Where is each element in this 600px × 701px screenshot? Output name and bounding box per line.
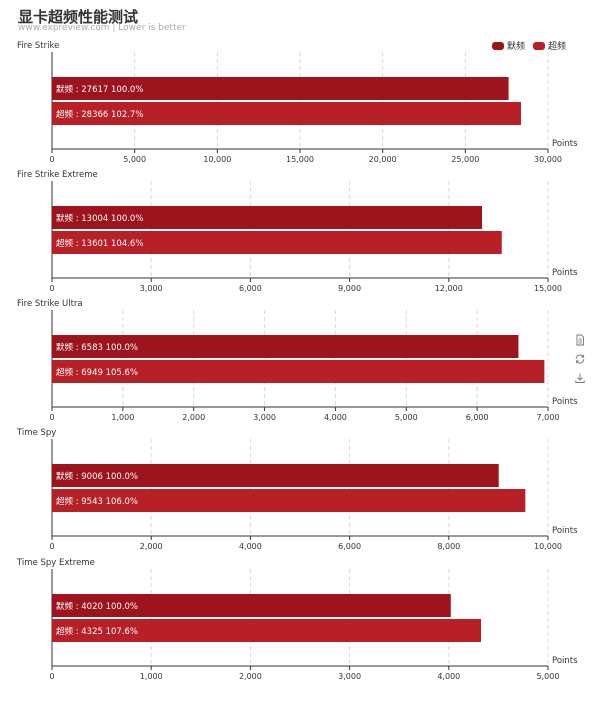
x-axis-label: Points bbox=[552, 397, 578, 407]
x-tick-label: 1,000 bbox=[140, 672, 163, 681]
legend-swatch-default bbox=[491, 41, 504, 50]
bar-label: 默频 : 9006 100.0% bbox=[56, 471, 138, 482]
x-tick-label: 0 bbox=[49, 672, 54, 681]
x-tick-label: 5,000 bbox=[123, 155, 146, 164]
bar-default bbox=[52, 335, 519, 358]
x-tick-label: 12,000 bbox=[435, 284, 463, 293]
x-axis-label: Points bbox=[552, 268, 578, 278]
x-tick-label: 0 bbox=[49, 284, 54, 293]
chart-title: Fire Strike bbox=[17, 41, 59, 51]
bar-label: 默频 : 27617 100.0% bbox=[56, 84, 143, 95]
x-tick-label: 2,000 bbox=[239, 672, 262, 681]
x-tick-label: 10,000 bbox=[534, 542, 562, 551]
x-tick-label: 5,000 bbox=[395, 413, 418, 422]
save-image-icon[interactable] bbox=[574, 372, 586, 384]
x-tick-label: 4,000 bbox=[324, 413, 347, 422]
x-tick-label: 4,000 bbox=[437, 672, 460, 681]
bar-overclock bbox=[52, 619, 482, 642]
x-tick-label: 6,000 bbox=[338, 542, 361, 551]
legend-label-overclock: 超频 bbox=[547, 42, 566, 52]
x-tick-label: 0 bbox=[49, 413, 54, 422]
bar-label: 超频 : 13601 104.6% bbox=[56, 238, 143, 249]
page-subtitle: www.expreview.com | Lower is better bbox=[18, 23, 186, 33]
data-view-icon[interactable] bbox=[574, 334, 586, 346]
x-tick-label: 15,000 bbox=[286, 155, 314, 164]
restore-icon[interactable] bbox=[574, 353, 586, 365]
x-tick-label: 2,000 bbox=[140, 542, 163, 551]
x-tick-label: 0 bbox=[49, 155, 54, 164]
x-tick-label: 25,000 bbox=[451, 155, 479, 164]
x-tick-label: 6,000 bbox=[239, 284, 262, 293]
bar-overclock bbox=[52, 231, 502, 254]
x-tick-label: 5,000 bbox=[537, 672, 560, 681]
bar-default bbox=[52, 464, 499, 487]
bar-label: 默频 : 6583 100.0% bbox=[56, 342, 138, 353]
bar-label: 默频 : 13004 100.0% bbox=[56, 213, 143, 224]
x-tick-label: 3,000 bbox=[140, 284, 163, 293]
legend-item-overclock[interactable]: 超频 bbox=[532, 39, 566, 52]
chart-title: Time Spy bbox=[16, 428, 56, 438]
x-tick-label: 0 bbox=[49, 542, 54, 551]
x-axis-label: Points bbox=[552, 526, 578, 536]
bar-label: 默频 : 4020 100.0% bbox=[56, 601, 138, 612]
x-tick-label: 1,000 bbox=[111, 413, 134, 422]
bar-label: 超频 : 4325 107.6% bbox=[56, 626, 138, 637]
x-axis-label: Points bbox=[552, 656, 578, 666]
x-axis-label: Points bbox=[552, 139, 578, 149]
x-tick-label: 4,000 bbox=[239, 542, 262, 551]
x-tick-label: 20,000 bbox=[369, 155, 397, 164]
x-tick-label: 9,000 bbox=[338, 284, 361, 293]
legend-swatch-overclock bbox=[532, 41, 545, 50]
x-tick-label: 15,000 bbox=[534, 284, 562, 293]
chart-title: Fire Strike Extreme bbox=[17, 170, 98, 180]
bar-overclock bbox=[52, 489, 526, 512]
legend-label-default: 默频 bbox=[506, 42, 525, 52]
bar-label: 超频 : 9543 106.0% bbox=[56, 496, 138, 507]
x-tick-label: 30,000 bbox=[534, 155, 562, 164]
chart-title: Fire Strike Ultra bbox=[17, 299, 83, 309]
bar-overclock bbox=[52, 102, 521, 125]
legend: 默频 超频 bbox=[491, 39, 566, 52]
bar-overclock bbox=[52, 360, 545, 383]
chart-title: Time Spy Extreme bbox=[16, 558, 95, 568]
bar-default bbox=[52, 77, 509, 100]
page-title: 显卡超频性能测试 bbox=[18, 8, 139, 26]
bar-label: 超频 : 6949 105.6% bbox=[56, 367, 138, 378]
bar-default bbox=[52, 594, 451, 617]
x-tick-label: 10,000 bbox=[203, 155, 231, 164]
x-tick-label: 3,000 bbox=[253, 413, 276, 422]
bar-label: 超频 : 28366 102.7% bbox=[56, 109, 143, 120]
x-tick-label: 2,000 bbox=[182, 413, 205, 422]
toolbox bbox=[574, 334, 586, 384]
x-tick-label: 8,000 bbox=[437, 542, 460, 551]
x-tick-label: 3,000 bbox=[338, 672, 361, 681]
x-tick-label: 7,000 bbox=[537, 413, 560, 422]
x-tick-label: 6,000 bbox=[466, 413, 489, 422]
bar-default bbox=[52, 206, 482, 229]
legend-item-default[interactable]: 默频 bbox=[491, 39, 525, 52]
